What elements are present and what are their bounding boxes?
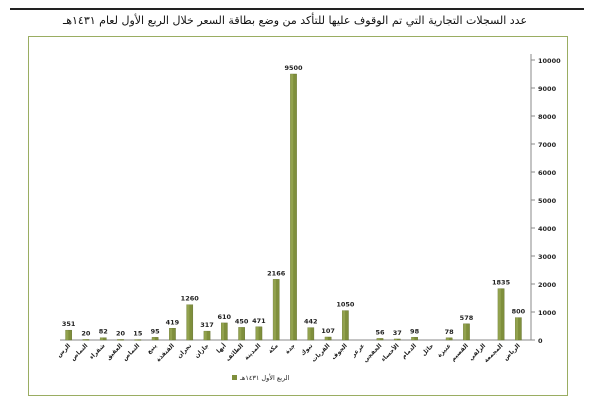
data-label: 442: [304, 318, 318, 326]
category-label: القصيم: [450, 342, 470, 362]
bar-highlight: [255, 326, 259, 340]
bar-highlight: [342, 310, 346, 340]
data-label: 1835: [492, 279, 511, 287]
chart-title: عدد السجلات التجارية التي تم الوقوف عليه…: [62, 14, 528, 27]
category-label: الطائف: [225, 342, 245, 362]
category-label: الخفجي: [362, 342, 383, 363]
bar-highlight: [221, 322, 225, 340]
top-rule: [10, 8, 584, 10]
y-tick-label: 2000: [538, 281, 557, 289]
bar-highlight: [394, 338, 397, 340]
bar-highlight: [152, 337, 155, 340]
bar-highlight: [203, 331, 207, 340]
bar-highlight: [100, 337, 103, 340]
bar-highlight: [238, 327, 242, 340]
category-label: جدة: [284, 342, 297, 355]
data-label: 56: [375, 328, 385, 336]
data-label: 450: [235, 317, 249, 325]
bar-highlight: [307, 327, 311, 340]
y-tick-label: 3000: [538, 253, 557, 261]
y-tick-label: 5000: [538, 197, 557, 205]
y-tick-label: 7000: [538, 141, 557, 149]
data-label: 9500: [284, 64, 303, 72]
legend-swatch: [232, 375, 237, 380]
data-label: 15: [133, 330, 143, 338]
data-label: 800: [512, 308, 526, 316]
data-label: 1050: [336, 301, 355, 309]
category-label: القنفذة: [155, 342, 176, 363]
y-tick-label: 8000: [538, 113, 557, 121]
bar-highlight: [186, 304, 190, 340]
y-tick-label: 10000: [538, 57, 561, 65]
y-tick-label: 4000: [538, 225, 557, 233]
category-label: حائل: [420, 342, 435, 357]
data-label: 419: [166, 318, 180, 326]
category-label: الجوف: [330, 342, 349, 361]
data-label: 351: [62, 320, 76, 328]
y-tick-label: 0: [538, 337, 543, 345]
data-label: 2166: [267, 269, 286, 277]
data-label: 82: [99, 328, 108, 336]
category-label: الأحساء: [379, 342, 400, 363]
bar-highlight: [82, 339, 86, 341]
category-label: مكة: [267, 342, 280, 355]
bar-highlight: [134, 339, 138, 341]
bar-highlight: [117, 339, 121, 341]
category-label: نجران: [176, 342, 193, 359]
data-label: 578: [460, 314, 474, 322]
bar-highlight: [446, 337, 449, 340]
bar-highlight: [376, 338, 380, 340]
bar-highlight: [324, 337, 328, 340]
category-label: جازان: [193, 342, 210, 359]
category-label: العقيق: [105, 342, 124, 361]
bar-highlight: [463, 323, 467, 340]
bar-highlight: [273, 279, 276, 340]
category-label: الدمام: [400, 342, 418, 360]
y-tick-label: 9000: [538, 85, 557, 93]
category-label: المجمعة: [483, 342, 505, 364]
data-label: 20: [81, 329, 91, 337]
category-label: الرياض: [502, 342, 522, 362]
category-label: النماص: [69, 342, 89, 362]
bar-highlight: [169, 328, 173, 340]
category-label: القريات: [310, 342, 331, 363]
y-tick-label: 1000: [538, 309, 557, 317]
data-label: 37: [393, 329, 402, 337]
bar-highlight: [515, 317, 519, 340]
category-label: المدينة: [243, 342, 262, 361]
chart-frame: [28, 36, 568, 396]
bar-highlight: [290, 74, 294, 340]
bar-highlight: [497, 288, 501, 340]
category-label: النماص: [121, 342, 141, 362]
legend-label: الربع الأول ١٤٣١هـ: [239, 373, 290, 382]
data-label: 20: [116, 329, 126, 337]
category-label: أبها: [215, 342, 228, 355]
data-label: 98: [410, 327, 420, 335]
data-label: 78: [445, 328, 455, 336]
data-label: 107: [321, 327, 335, 335]
data-label: 471: [252, 317, 266, 325]
y-tick-label: 6000: [538, 169, 557, 177]
category-label: تبوك: [299, 342, 314, 357]
category-label: شقراء: [88, 342, 107, 361]
data-label: 1260: [181, 295, 200, 303]
category-label: ينبع: [146, 342, 159, 355]
data-label: 95: [151, 327, 161, 335]
bar-highlight: [411, 337, 415, 340]
bar-highlight: [65, 330, 69, 340]
data-label: 610: [218, 313, 232, 321]
data-label: 317: [200, 321, 214, 329]
